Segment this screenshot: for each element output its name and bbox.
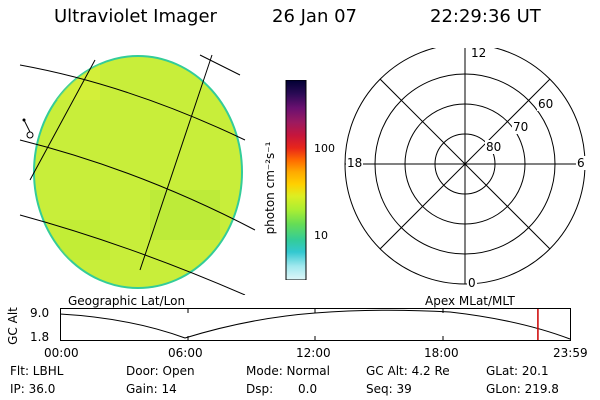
alt-plot-ylabel: GC Alt <box>6 307 20 345</box>
seq-readout: Seq: 39 <box>366 382 412 396</box>
image-time: 22:29:36 UT <box>430 6 541 27</box>
geographic-panel-label: Geographic Lat/Lon <box>68 294 186 308</box>
alt-x-ticks <box>187 308 444 341</box>
gain-readout: Gain: 14 <box>126 382 177 396</box>
mlt-label-top: 12 <box>470 46 488 60</box>
latitude-line <box>19 139 256 231</box>
mlt-label-left: 18 <box>346 156 364 170</box>
instrument-title: Ultraviolet Imager <box>54 6 217 27</box>
polar-grid <box>344 48 586 285</box>
filter-readout: Flt: LBHL <box>10 364 64 378</box>
colorbar-tick-10: 10 <box>314 229 328 242</box>
alt-xtick-2: 12:00 <box>296 346 331 360</box>
dsp-label: Dsp: <box>246 382 274 396</box>
glat-readout: GLat: 20.1 <box>486 364 549 378</box>
mlat-label-70: 70 <box>512 120 530 134</box>
mlt-label-right: 6 <box>576 156 586 170</box>
image-date: 26 Jan 07 <box>272 6 357 27</box>
gc-alt-readout: GC Alt: 4.2 Re <box>366 364 450 378</box>
colorbar-tick-100: 100 <box>314 142 335 155</box>
altitude-curve <box>60 309 571 340</box>
mode-readout: Mode: Normal <box>246 364 330 378</box>
sun-marker-icon <box>22 118 34 139</box>
alt-xtick-3: 18:00 <box>424 346 459 360</box>
door-readout: Door: Open <box>126 364 195 378</box>
alt-xtick-4: 23:59 <box>553 346 588 360</box>
geographic-image-panel <box>19 54 256 295</box>
latitude-line <box>19 64 246 141</box>
ip-readout: IP: 36.0 <box>10 382 56 396</box>
apex-panel-label: Apex MLat/MLT <box>425 294 515 308</box>
longitude-line <box>139 54 213 271</box>
alt-xtick-1: 06:00 <box>168 346 203 360</box>
longitude-line <box>29 59 96 181</box>
latitude-line <box>19 214 246 295</box>
color-bar <box>285 80 307 280</box>
mlat-label-80: 80 <box>485 140 503 154</box>
colorbar-unit-label: photon cm⁻²s⁻¹ <box>263 141 277 235</box>
glon-readout: GLon: 219.8 <box>486 382 559 396</box>
geo-grid-lines <box>19 54 256 295</box>
alt-ytick-bottom: 1.8 <box>30 330 50 344</box>
mlt-label-bottom: 0 <box>467 276 477 290</box>
mlat-label-60: 60 <box>537 97 555 111</box>
longitude-line <box>199 54 241 76</box>
alt-xtick-0: 00:00 <box>44 346 79 360</box>
altitude-plot <box>60 308 571 341</box>
alt-ytick-top: 9.0 <box>30 306 50 320</box>
mlt-line-diag-2 <box>379 78 551 250</box>
dsp-value: 0.0 <box>298 382 318 396</box>
